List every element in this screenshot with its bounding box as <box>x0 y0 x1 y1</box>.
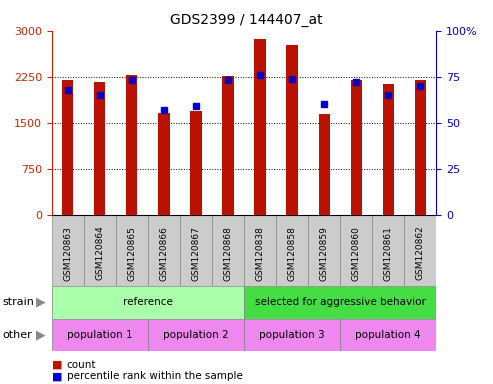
Text: GSM120862: GSM120862 <box>416 226 425 280</box>
Text: GSM120859: GSM120859 <box>319 226 329 281</box>
Bar <box>351 80 362 215</box>
Text: GSM120858: GSM120858 <box>287 226 297 281</box>
Bar <box>116 215 148 286</box>
Bar <box>340 319 436 351</box>
Bar <box>244 286 436 319</box>
Bar <box>340 215 372 286</box>
Bar <box>372 215 404 286</box>
Bar <box>52 215 84 286</box>
Bar <box>254 39 266 215</box>
Text: selected for aggressive behavior: selected for aggressive behavior <box>255 297 425 308</box>
Text: ▶: ▶ <box>35 329 45 341</box>
Bar <box>276 215 308 286</box>
Text: GSM120864: GSM120864 <box>95 226 105 280</box>
Text: population 2: population 2 <box>163 330 229 340</box>
Bar <box>94 82 106 215</box>
Text: ■: ■ <box>52 371 62 381</box>
Text: GSM120861: GSM120861 <box>384 226 393 281</box>
Bar <box>190 111 202 215</box>
Bar <box>158 113 170 215</box>
Bar <box>244 215 276 286</box>
Bar <box>318 114 330 215</box>
Text: strain: strain <box>2 297 35 308</box>
Text: GSM120868: GSM120868 <box>223 226 233 281</box>
Bar <box>84 215 116 286</box>
Text: population 4: population 4 <box>355 330 421 340</box>
Bar <box>52 286 244 319</box>
Bar <box>52 319 148 351</box>
Bar <box>286 45 298 215</box>
Text: ▶: ▶ <box>35 296 45 309</box>
Text: GSM120867: GSM120867 <box>191 226 201 281</box>
Text: GSM120866: GSM120866 <box>159 226 169 281</box>
Bar <box>222 76 234 215</box>
Text: other: other <box>2 330 32 340</box>
Bar <box>415 80 426 215</box>
Text: percentile rank within the sample: percentile rank within the sample <box>67 371 243 381</box>
Bar <box>383 84 394 215</box>
Text: ■: ■ <box>52 360 62 370</box>
Text: GSM120860: GSM120860 <box>352 226 361 281</box>
Text: GSM120838: GSM120838 <box>255 226 265 281</box>
Text: population 3: population 3 <box>259 330 325 340</box>
Text: count: count <box>67 360 96 370</box>
Bar <box>148 215 180 286</box>
Text: population 1: population 1 <box>67 330 133 340</box>
Bar <box>180 215 212 286</box>
Text: GSM120865: GSM120865 <box>127 226 137 281</box>
Text: GSM120863: GSM120863 <box>63 226 72 281</box>
Bar <box>244 319 340 351</box>
Bar <box>404 215 436 286</box>
Bar <box>148 319 244 351</box>
Bar <box>212 215 244 286</box>
Bar <box>126 75 138 215</box>
Text: reference: reference <box>123 297 173 308</box>
Bar <box>308 215 340 286</box>
Bar <box>62 81 73 215</box>
Text: GDS2399 / 144407_at: GDS2399 / 144407_at <box>170 13 323 27</box>
